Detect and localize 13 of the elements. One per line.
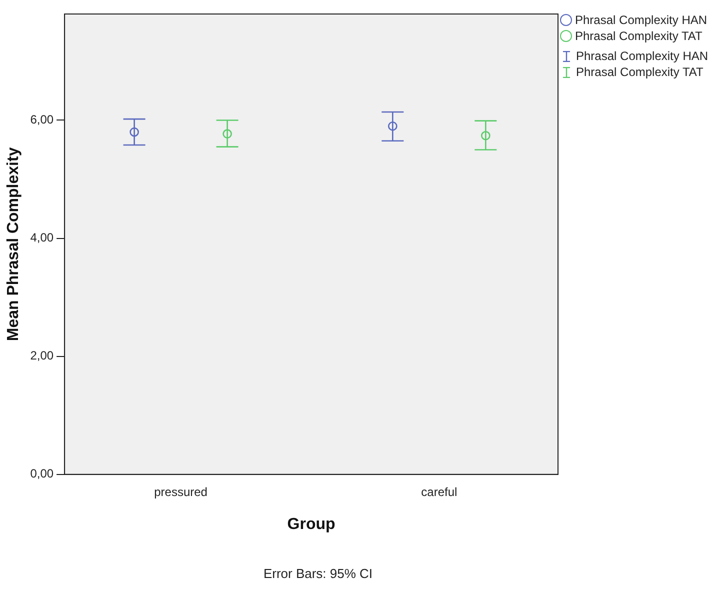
x-tick-label: careful xyxy=(421,484,458,499)
text: Error Bars: 95% CI xyxy=(262,566,374,581)
legend-label: Phrasal Complexity HAN xyxy=(576,48,708,64)
y-tick-label: 2,00 xyxy=(30,348,54,363)
text: Phrasal Complexity TAT xyxy=(575,29,702,43)
y-tick-label: 6,00 xyxy=(30,112,54,127)
y-tick-label: 0,00 xyxy=(30,466,54,481)
y-tick-label: 4,00 xyxy=(30,230,54,245)
legend-label: Phrasal Complexity TAT xyxy=(576,64,704,80)
x-tick-label: pressured xyxy=(154,484,208,499)
y-axis-title: Mean Phrasal Complexity xyxy=(5,147,22,342)
text: Phrasal Complexity HAN xyxy=(575,13,708,27)
x-axis-title: Group xyxy=(287,516,336,533)
